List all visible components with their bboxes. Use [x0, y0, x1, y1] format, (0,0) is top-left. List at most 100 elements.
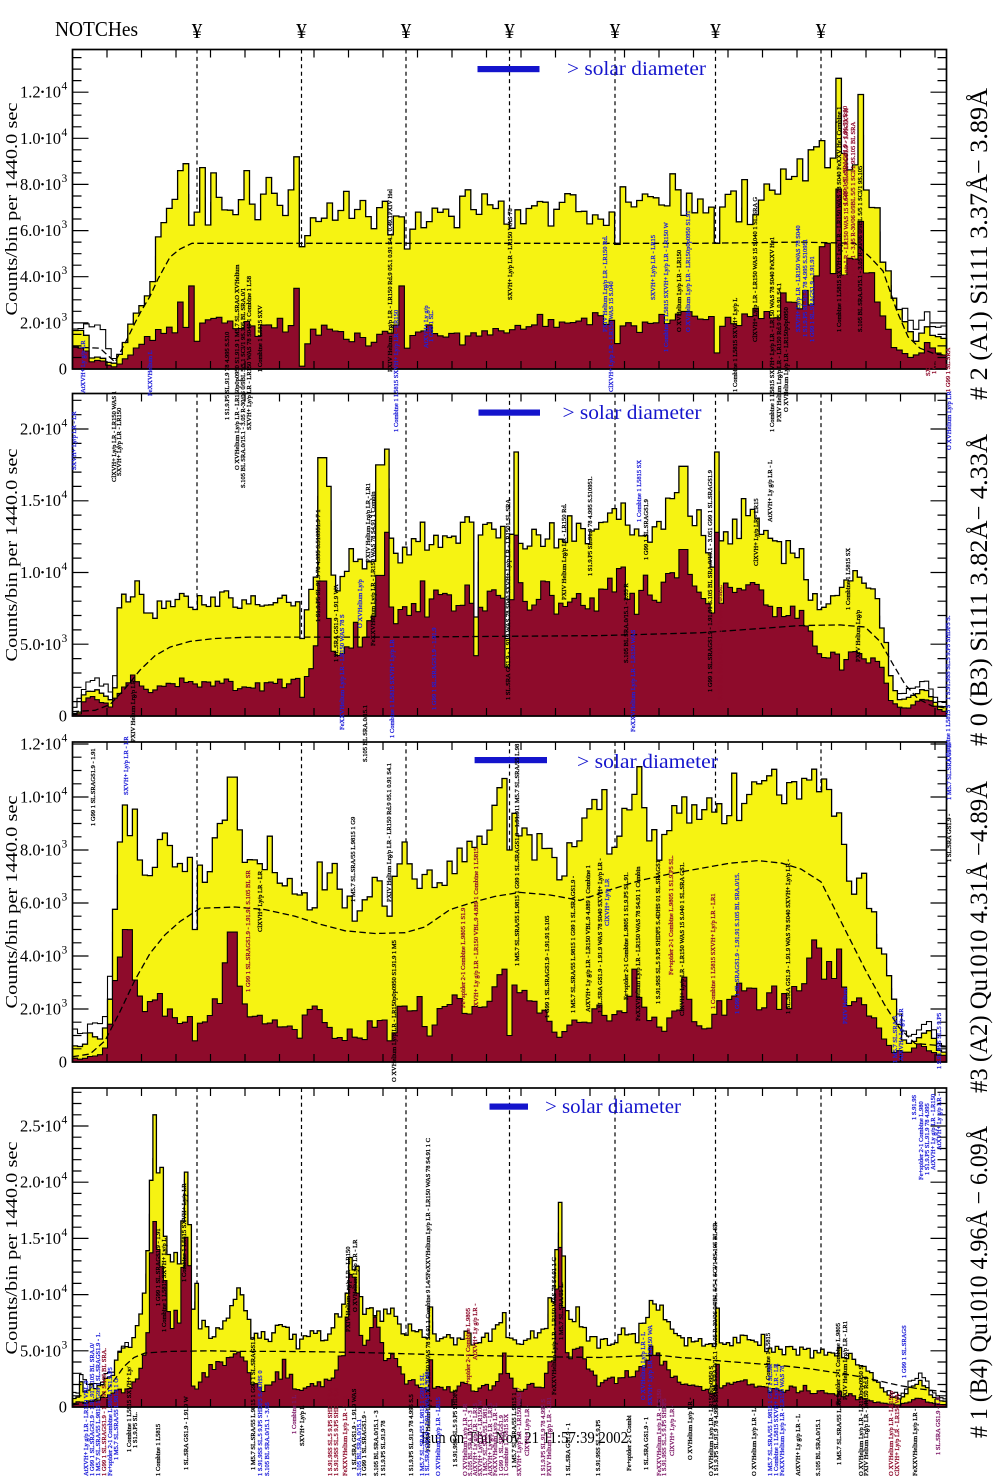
svg-text:S.105 BL SRA.0/15.1 - 3: S.105 BL SRA.0/15.1 - 3 [467, 1410, 474, 1476]
svg-text:1.0•10: 1.0•10 [20, 788, 61, 807]
svg-text:NOTCHes: NOTCHes [55, 17, 138, 41]
svg-text:4: 4 [62, 489, 68, 501]
svg-text:O XVHelium Ly/p LR - LR150p: O XVHelium Ly/p LR - LR150p [888, 1391, 895, 1476]
svg-text:1 S1.9.P5 SL.: 1 S1.9.P5 SL. [132, 1412, 139, 1448]
svg-text:3: 3 [62, 1339, 68, 1351]
svg-text:Counts/bin per 1440.0 sec: Counts/bin per 1440.0 sec [2, 795, 21, 1009]
svg-text:Fe+spider 2-1 Combine L.9805 1: Fe+spider 2-1 Combine L.9805 1 S1.9.P5 S… [668, 855, 675, 975]
svg-text:1 G99 1 SL.SRAGS1.9 - 1.91.91: 1 G99 1 SL.SRAGS1.9 - 1.91.91 S.105 BL S… [707, 470, 714, 692]
svg-text:1 Combine 1 L5815 SXVH+ Ly/p L: 1 Combine 1 L5815 SXVH+ Ly/p LR - [181, 1180, 188, 1282]
svg-text:1.0•10: 1.0•10 [20, 563, 61, 582]
svg-text:1 G99 1 SL.SRAGS1.9 - 1.91.91: 1 G99 1 SL.SRAGS1.9 - 1.91.91 S.105 BL S… [101, 1348, 108, 1476]
svg-text:ClXVH+ Ly/p LR - LR150 WAS 15: ClXVH+ Ly/p LR - LR150 WAS 15 S.040 [608, 281, 615, 392]
svg-text:2.0•10: 2.0•10 [20, 420, 61, 439]
svg-text:3: 3 [62, 998, 68, 1010]
svg-text:S.105 BL SRA.0/15.1 - 3.05 R-3: S.105 BL SRA.0/15.1 - 3.05 R-30/06 0/9BL… [850, 122, 857, 312]
svg-text:1 S.91.9SS SL.5 9.P5 SHDF5 S.4: 1 S.91.9SS SL.5 9.P5 SHDF5 S.4 [327, 1387, 334, 1476]
svg-text:ClXVH+ Ly/p LR -: ClXVH+ Ly/p LR - [524, 1405, 531, 1456]
svg-text:PXIV Helium Lrg/p LR - LR150 R: PXIV Helium Lrg/p LR - LR150 Rd. [602, 235, 609, 332]
svg-text:AtXVH+ Ly g/p LR: AtXVH+ Ly g/p LR [80, 340, 87, 393]
svg-text:FeXXVHelium Ly/p LR - LR150 WA: FeXXVHelium Ly/p LR - LR150 WAS 78 S [339, 614, 346, 730]
svg-text:SXVH+ Ly/p LR - LR15: SXVH+ Ly/p LR - LR15 [650, 235, 657, 300]
svg-text:1 M5.7 SL.SRA/55 L.9815 1 G99: 1 M5.7 SL.SRA/55 L.9815 1 G99 1 SL [419, 1373, 426, 1476]
svg-text:Counts/bin per 1440.0 sec: Counts/bin per 1440.0 sec [2, 448, 21, 662]
svg-text:1 G99 1 SL.SRAGS1.9 - 1.91.9: 1 G99 1 SL.SRAGS1.9 - 1.91.9 [431, 627, 438, 710]
svg-text:Fe+spider 2-1 Combine L.9805: Fe+spider 2-1 Combine L.9805 [835, 1323, 842, 1405]
svg-text:1 S.91.9SS SL.5 9.P5 SHDF5: 1 S.91.9SS SL.5 9.P5 SHDF5 [452, 1389, 459, 1467]
svg-text:1 Combine 1 L5815 SXVH+ Ly/p L: 1 Combine 1 L5815 SXVH+ Ly/p LR - LR150 … [663, 221, 670, 352]
svg-text:PXIV Helium Lrg/p LR - LR1: PXIV Helium Lrg/p LR - LR1 [546, 1397, 553, 1476]
svg-text:ClXVH+ Ly/p LR -: ClXVH+ Ly/p LR - [669, 1405, 676, 1456]
svg-text:Fe+spider 2-1 Combine L.9805 1: Fe+spider 2-1 Combine L.9805 1 S1.9 [460, 908, 467, 1008]
svg-text:1 S1.9.P5 SL.91.9 78 4.995 S: 1 S1.9.P5 SL.91.9 78 4.995 S [540, 1399, 547, 1476]
svg-text:1 SL.SRA GS1.9 - 1.91.9 W: 1 SL.SRA GS1.9 - 1.91.9 W [183, 1395, 190, 1470]
svg-text:1 M5.7 SL.SRA/55 L.9815 1 G9: 1 M5.7 SL.SRA/55 L.9815 1 G9 [350, 817, 357, 902]
svg-text:1 G99 1 SL.SRAGS1.9 - 1.91.91: 1 G99 1 SL.SRAGS1.9 - 1.91.91 S.105 BL S… [245, 870, 252, 992]
svg-text:4: 4 [62, 418, 68, 430]
svg-text:SXVH+ Ly/p LR - LR150 WAS 7: SXVH+ Ly/p LR - LR150 WAS 7 [516, 1387, 523, 1476]
svg-text:AtXVH+ Ly g/p LR - L: AtXVH+ Ly g/p LR - L [767, 460, 774, 522]
svg-text:1.5•10: 1.5•10 [20, 1229, 61, 1248]
svg-text:1 SL.SRA GS1.9 -: 1 SL.SRA GS1.9 - [946, 814, 953, 862]
svg-text:# 0 (B3) Si111 3.82Å− 4.33Å: # 0 (B3) Si111 3.82Å− 4.33Å [966, 434, 993, 746]
svg-text:O XVHelium Ly/p LR: O XVHelium Ly/p LR [946, 391, 953, 450]
svg-text:PXIV Helium: PXIV Helium [842, 988, 849, 1024]
svg-text:5.0•10: 5.0•10 [20, 1341, 61, 1360]
svg-text:SXVH+ Ly/p LR - LR150 W: SXVH+ Ly/p LR - LR150 W [477, 1399, 484, 1476]
svg-text:1 SL.SRA GS1.9 - 1.91.9 WAS 78: 1 SL.SRA GS1.9 - 1.91.9 WAS 78 S040 SXVH… [597, 858, 604, 1013]
svg-text:0: 0 [59, 360, 67, 379]
svg-text:1 Combine 1 L5815 SX: 1 Combine 1 L5815 SX [503, 1414, 510, 1476]
svg-text:1 S1.9.P5 SL.91.9 78 4.995: 1 S1.9.P5 SL.91.9 78 4.995 [924, 1103, 931, 1175]
svg-text:1 S.91.9SS SL.5 9.P5 SHDF5 S.4: 1 S.91.9SS SL.5 9.P5 SHDF5 S.4DHS 01 SL.… [655, 860, 662, 1004]
svg-text:ClXVH+ Ly/p LR - LR: ClXVH+ Ly/p LR - LR [257, 870, 264, 932]
svg-text:0: 0 [59, 707, 67, 726]
svg-text:1 S.91.9SS SL.5 9.P5 SHDF5 S.4: 1 S.91.9SS SL.5 9.P5 SHDF5 S.4 [333, 1387, 340, 1476]
svg-text:> solar diameter: > solar diameter [567, 58, 706, 80]
svg-text:1 S1.9.P5 SL.91.9 78 4.995 S.5: 1 S1.9.P5 SL.91.9 78 4.995 S.510951 [802, 239, 809, 337]
svg-text:1 SL.SRA GS1.9 - 1: 1 SL.SRA GS1.9 - 1 [643, 1417, 650, 1470]
svg-text:ClXVH+ Ly/p LR - LR150 WAS 1: ClXVH+ Ly/p LR - LR150 WAS 1 [111, 391, 118, 482]
svg-text:¥: ¥ [610, 19, 621, 43]
svg-text:4.0•10: 4.0•10 [20, 267, 61, 286]
svg-text:O XVHelium Ly/p: O XVHelium Ly/p [357, 579, 364, 628]
svg-text:1 Combine 1 L5815 SXVH+ Ly/p L: 1 Combine 1 L5815 SXVH+ Ly/p LR - LR150 … [836, 107, 843, 332]
svg-text:FeXXVHelium Ly/p LR - L: FeXXVHelium Ly/p LR - L [492, 1403, 499, 1476]
svg-text:1 S.91.9SS SL.5 9.P5 SHDF5 S.: 1 S.91.9SS SL.5 9.P5 SHDF5 S. [945, 615, 952, 700]
svg-text:O XVHelium Ly/p LR - LR150p0p0: O XVHelium Ly/p LR - LR150p0p0950 S1.91.… [234, 265, 241, 470]
svg-text:1 Combine 1 L: 1 Combine 1 L [291, 1395, 298, 1434]
svg-text:1 S.91.9S: 1 S.91.9S [911, 1095, 918, 1120]
svg-text:Fe+spider 2-1 Combi: Fe+spider 2-1 Combi [626, 1415, 633, 1471]
svg-text:AtXVH+ Ly g/p LR - L: AtXVH+ Ly g/p LR - L [795, 1414, 802, 1476]
svg-text:PXIV Helium Lrg/p LR - LR150: PXIV Helium Lrg/p LR - LR150 [345, 1246, 352, 1332]
svg-text:Run on Thu Nov 21 11:57:39 200: Run on Thu Nov 21 11:57:39 2002 [421, 1428, 628, 1447]
svg-text:¥: ¥ [710, 19, 721, 43]
svg-text:SXVH+ Ly/p LR - LR: SXVH+ Ly/p LR - LR [71, 411, 78, 470]
svg-text:1 Combine 1 L5815 SXV: 1 Combine 1 L5815 SXV [257, 305, 264, 372]
svg-text:AtXVH+ Ly g/p LR -: AtXVH+ Ly g/p LR - [472, 1304, 479, 1360]
svg-text:O XVHelium Ly/p LR - LR150p0p0: O XVHelium Ly/p LR - LR150p0p0950 S1.91.… [391, 940, 398, 1082]
svg-text:1 Combine 1 L5815: 1 Combine 1 L5815 [765, 1333, 772, 1385]
svg-text:AtXVH+ Ly g/p LR - LR15: AtXVH+ Ly g/p LR - LR15 [487, 1403, 494, 1476]
svg-text:2.0•10: 2.0•10 [20, 1000, 61, 1019]
svg-text:Fe+spider 2-1 Combine L.9805: Fe+spider 2-1 Combine L.9805 [465, 1308, 472, 1390]
svg-text:5.0•10: 5.0•10 [20, 635, 61, 654]
svg-text:1 G99 1 SL.SRA: 1 G99 1 SL.SRA [945, 347, 952, 392]
svg-text:3: 3 [62, 892, 68, 904]
svg-text:SXVH+ Ly/p LR - LR150 WAS 78 S: SXVH+ Ly/p LR - LR150 WAS 78 S040 1 Comb… [246, 276, 253, 430]
svg-text:0: 0 [59, 1053, 67, 1072]
svg-text:1 SL.SRA GS1.9 - 1.91.9 WAS 78: 1 SL.SRA GS1.9 - 1.91.9 WAS 78 S040 SXVH… [505, 499, 512, 700]
svg-text:O XVHelium Ly/p LR - LR: O XVHelium Ly/p LR - LR [462, 1403, 469, 1476]
svg-text:1 G99 1 SL.SRAGS1.9 - 1.91.91: 1 G99 1 SL.SRAGS1.9 - 1.91.91 S.105 BL S… [89, 1343, 96, 1476]
svg-text:1 Combine 1 L5815 SXVH+ Ly/p L: 1 Combine 1 L5815 SXVH+ Ly/p LR - LR1 [710, 893, 717, 1009]
svg-text:FeXXVHelium L: FeXXVHelium L [147, 350, 154, 396]
svg-text:1 SL.SRA GS1.9 - 1.91.9 WAS 78: 1 SL.SRA GS1.9 - 1.91.9 WAS 78 S040 [424, 1372, 431, 1476]
svg-text:1 Combine 1 L5815 SXVH+ Ly/p L: 1 Combine 1 L5815 SXVH+ Ly/p LR [389, 639, 396, 738]
svg-text:1 G99 1 SL.SRAGS1.9 - 1.91.91: 1 G99 1 SL.SRAGS1.9 - 1.91.91 S.105 BL S… [734, 872, 741, 1014]
svg-text:1 G99 1 SL.SRAGS1.9 - 1.91.91: 1 G99 1 SL.SRAGS1.9 - 1.91.91 S.10 [842, 106, 849, 205]
svg-text:O XVHelium Ly/p LR -: O XVHelium Ly/p LR - [687, 1398, 694, 1460]
svg-text:3: 3 [62, 945, 68, 957]
svg-text:1 M5.7 SL.SRA/55 L.9815 1 G99: 1 M5.7 SL.SRA/55 L.9815 1 G99 1 SL.SRAGS… [95, 1332, 102, 1476]
svg-text:PXIV Helium Lrg/p LR - LR1: PXIV Helium Lrg/p LR - LR1 [842, 1321, 849, 1400]
svg-text:1 G99 1 SL.SRAGS1.9: 1 G99 1 SL.SRAGS1.9 [643, 499, 650, 560]
svg-text:AtXVH+ Ly g/p LR - LR150 VBL.9: AtXVH+ Ly g/p LR - LR150 VBL.9 4.889 1 C… [585, 865, 592, 1012]
